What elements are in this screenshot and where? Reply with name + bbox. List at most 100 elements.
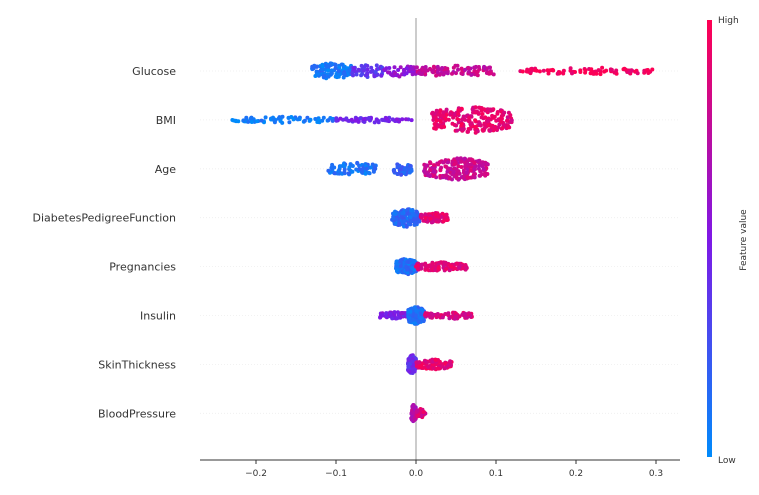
shap-point [502,110,507,115]
shap-point [534,68,539,73]
colorbar-title: Feature value [739,209,749,271]
shap-point [447,176,452,181]
shap-point [459,66,464,71]
shap-point [286,115,291,120]
shap-point [395,316,400,321]
shap-point [341,71,346,76]
shap-point [486,70,491,75]
shap-point [312,63,317,68]
shap-point [387,66,392,70]
shap-point [499,116,503,121]
shap-point [473,109,478,114]
beeswarm-points [230,61,655,424]
shap-point [551,68,556,73]
shap-point [249,120,254,124]
shap-point [426,173,430,178]
shap-point [386,70,391,75]
shap-point [596,68,601,73]
feature-label: Pregnancies [109,261,176,274]
colorbar-high-label: High [718,16,739,26]
shap-point [473,118,478,123]
shap-point [604,68,609,73]
shap-point [355,160,360,165]
shap-point [405,267,409,272]
shap-point [479,115,484,120]
shap-point [384,311,389,316]
shap-point [594,71,599,76]
shap-point [246,119,251,124]
shap-point [436,366,441,371]
shap-point [333,66,338,71]
shap-point [404,71,409,76]
shap-point [469,72,474,77]
shap-point [482,172,487,177]
feature-label: BMI [156,114,176,127]
shap-point [420,67,424,72]
shap-point [370,68,375,73]
shap-point [473,172,477,176]
shap-point [483,115,488,120]
shap-point [442,124,447,129]
feature-points [390,207,450,229]
shap-point [335,75,339,80]
shap-point [545,68,550,73]
shap-point [480,112,485,116]
shap-point [382,67,387,72]
shap-point [446,117,451,122]
shap-point [455,63,460,68]
shap-point [372,120,377,125]
shap-point [591,71,596,76]
shap-point [336,68,341,73]
shap-point [450,71,454,76]
shap-point [432,65,437,70]
shap-point [397,74,402,79]
shap-point [459,165,464,169]
shap-point [287,120,292,125]
shap-point [394,117,399,122]
shap-point [396,68,401,72]
shap-point [436,112,440,117]
shap-point [369,65,374,70]
shap-point [330,118,335,123]
shap-point [454,314,459,319]
shap-point [473,124,478,129]
shap-point [524,69,529,74]
shap-point [466,129,470,134]
shap-point [455,156,460,161]
shap-point [482,64,487,69]
shap-point [408,164,413,169]
shap-point [329,68,334,73]
shap-point [439,113,444,118]
shap-point [325,64,330,69]
shap-point [452,266,457,271]
shap-point [464,170,469,175]
shap-point [348,162,353,167]
shap-point [431,366,436,371]
shap-point [423,69,428,74]
shap-point [400,311,405,315]
shap-point [328,61,333,66]
shap-point [470,158,475,163]
shap-point [372,74,377,79]
shap-point [280,120,285,125]
shap-point [468,162,473,167]
shap-point [404,264,409,269]
shap-point [546,71,551,76]
shap-point [384,116,389,121]
shap-point [417,71,421,76]
shap-point [444,173,448,178]
shap-point [424,312,429,317]
shap-point [400,211,405,216]
shap-point [241,118,246,123]
shap-point [406,260,411,265]
shap-point [244,115,249,120]
shap-point [437,72,442,77]
shap-point [414,65,419,70]
shap-point [263,115,268,120]
feature-label: DiabetesPedigreeFunction [33,212,176,225]
shap-point [423,170,428,175]
shap-point [410,72,415,77]
shap-point [392,65,397,70]
shap-point [432,126,437,131]
shap-point [443,164,448,169]
